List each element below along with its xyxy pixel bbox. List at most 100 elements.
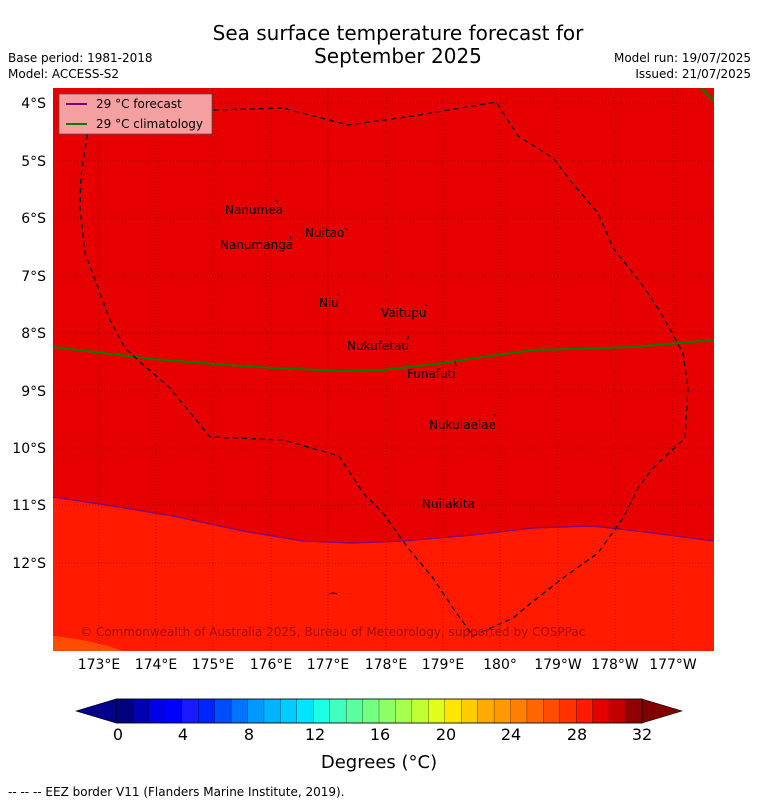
- lat-label: 11°S: [12, 498, 46, 514]
- legend-box: [58, 93, 213, 135]
- colorbar: [74, 698, 684, 724]
- copyright-notice: © Commonwealth of Australia 2025, Bureau…: [80, 625, 585, 639]
- eez-border: [79, 101, 689, 637]
- colorbar-cell: [362, 698, 380, 724]
- colorbar-cell: [263, 698, 281, 724]
- lon-label: 180°: [483, 657, 517, 673]
- colorbar-tick: 24: [500, 725, 522, 744]
- colorbar-cell: [214, 698, 232, 724]
- climatology-29c-contour: [53, 339, 714, 373]
- colorbar-cell: [165, 698, 183, 724]
- colorbar-tick: 0: [112, 725, 124, 744]
- place-label: Niu: [319, 296, 339, 310]
- lon-label: 174°E: [134, 657, 178, 673]
- lat-label: 9°S: [21, 384, 46, 400]
- colorbar-cell: [444, 698, 462, 724]
- lon-label: 177°W: [649, 657, 697, 673]
- colorbar-cell: [543, 698, 561, 724]
- colorbar-cell: [280, 698, 298, 724]
- colorbar-cell: [608, 698, 627, 724]
- place-label: Nuitao: [305, 226, 344, 240]
- sst-region-cooler: [53, 497, 714, 651]
- lat-label: 8°S: [21, 326, 46, 342]
- colorbar-cell: [428, 698, 446, 724]
- colorbar-cell: [247, 698, 265, 724]
- title-line-2: September 2025: [314, 44, 482, 68]
- place-label: Nuilakita: [422, 497, 475, 511]
- colorbar-cell: [526, 698, 544, 724]
- climatology-contour-corner: [700, 88, 714, 102]
- colorbar-cell: [345, 698, 364, 724]
- lon-label: 178°W: [591, 657, 639, 673]
- place-label: Funafuti: [407, 367, 456, 381]
- colorbar-cell: [395, 698, 413, 724]
- lat-label: 10°S: [12, 441, 46, 457]
- colorbar-cell: [493, 698, 511, 724]
- colorbar-under-arrow: [74, 698, 117, 724]
- lat-label: 4°S: [21, 96, 46, 112]
- colorbar-cell: [559, 698, 577, 724]
- legend-climatology-label: 29 °C climatology: [96, 117, 203, 131]
- grid-lines: [53, 88, 714, 651]
- place-label: Nanumea: [225, 203, 283, 217]
- sst-region-coolest: [53, 636, 123, 651]
- colorbar-tick: 32: [631, 725, 653, 744]
- model-name: Model: ACCESS-S2: [8, 67, 120, 81]
- place-label: Nanumanga: [220, 238, 293, 252]
- lon-label: 177°E: [306, 657, 350, 673]
- title-line-1: Sea surface temperature forecast for: [212, 21, 584, 45]
- eez-note: -- -- -- EEZ border V11 (Flanders Marine…: [8, 785, 345, 799]
- colorbar-cell: [477, 698, 495, 724]
- colorbar-cell: [230, 698, 248, 724]
- colorbar-cell: [461, 698, 479, 724]
- lon-label: 178°E: [364, 657, 408, 673]
- lat-label: 5°S: [21, 154, 46, 170]
- base-period: Base period: 1981-2018: [8, 51, 153, 65]
- colorbar-tick: 4: [177, 725, 189, 744]
- colorbar-frame: [115, 698, 643, 724]
- legend-forecast-label: 29 °C forecast: [96, 97, 182, 111]
- sst-map: Nanumea Nuitao Nanumanga Niu Vaitupu Nuk…: [53, 88, 714, 651]
- colorbar-cell: [198, 698, 216, 724]
- colorbar-tick: 28: [566, 725, 588, 744]
- lat-label: 12°S: [12, 556, 46, 572]
- colorbar-tick: 8: [243, 725, 255, 744]
- colorbar-cell: [329, 698, 347, 724]
- model-run: Model run: 19/07/2025: [613, 51, 751, 65]
- lon-label: 179°E: [421, 657, 465, 673]
- colorbar-cell: [510, 698, 528, 724]
- colorbar-cell: [296, 698, 314, 724]
- colorbar-tick: 12: [304, 725, 326, 744]
- meta-left: Base period: 1981-2018 Model: ACCESS-S2: [8, 50, 153, 82]
- colorbar-label: Degrees (°C): [320, 752, 438, 773]
- place-label: Vaitupu: [381, 306, 427, 320]
- lon-label: 175°E: [191, 657, 235, 673]
- colorbar-cell: [313, 698, 331, 724]
- lon-label: 179°W: [534, 657, 582, 673]
- lon-label: 176°E: [249, 657, 293, 673]
- map-title: Sea surface temperature forecast for Sep…: [0, 22, 758, 68]
- place-label: Nukufetau: [347, 339, 409, 353]
- forecast-29c-contour: [53, 496, 714, 544]
- issued-date: Issued: 21/07/2025: [635, 67, 751, 81]
- colorbar-tick: 16: [369, 725, 391, 744]
- meta-right: Model run: 19/07/2025 Issued: 21/07/2025: [614, 50, 751, 82]
- colorbar-cell: [115, 698, 133, 724]
- colorbar-cell: [625, 698, 643, 724]
- map-legend: 29 °C forecast 29 °C climatology: [58, 93, 213, 135]
- island-marks: [274, 199, 497, 595]
- colorbar-cell: [132, 698, 150, 724]
- lat-label: 6°S: [21, 211, 46, 227]
- colorbar-cell: [592, 698, 610, 724]
- place-label: Nukulaelae: [429, 418, 496, 432]
- colorbar-cell: [378, 698, 396, 724]
- colorbar-cell: [148, 698, 166, 724]
- lat-label: 7°S: [21, 269, 46, 285]
- colorbar-cells: [115, 698, 643, 724]
- colorbar-cell: [576, 698, 594, 724]
- colorbar-cell: [411, 698, 429, 724]
- lon-label: 173°E: [77, 657, 121, 673]
- colorbar-cell: [181, 698, 199, 724]
- colorbar-tick: 20: [435, 725, 457, 744]
- colorbar-over-arrow: [641, 698, 684, 724]
